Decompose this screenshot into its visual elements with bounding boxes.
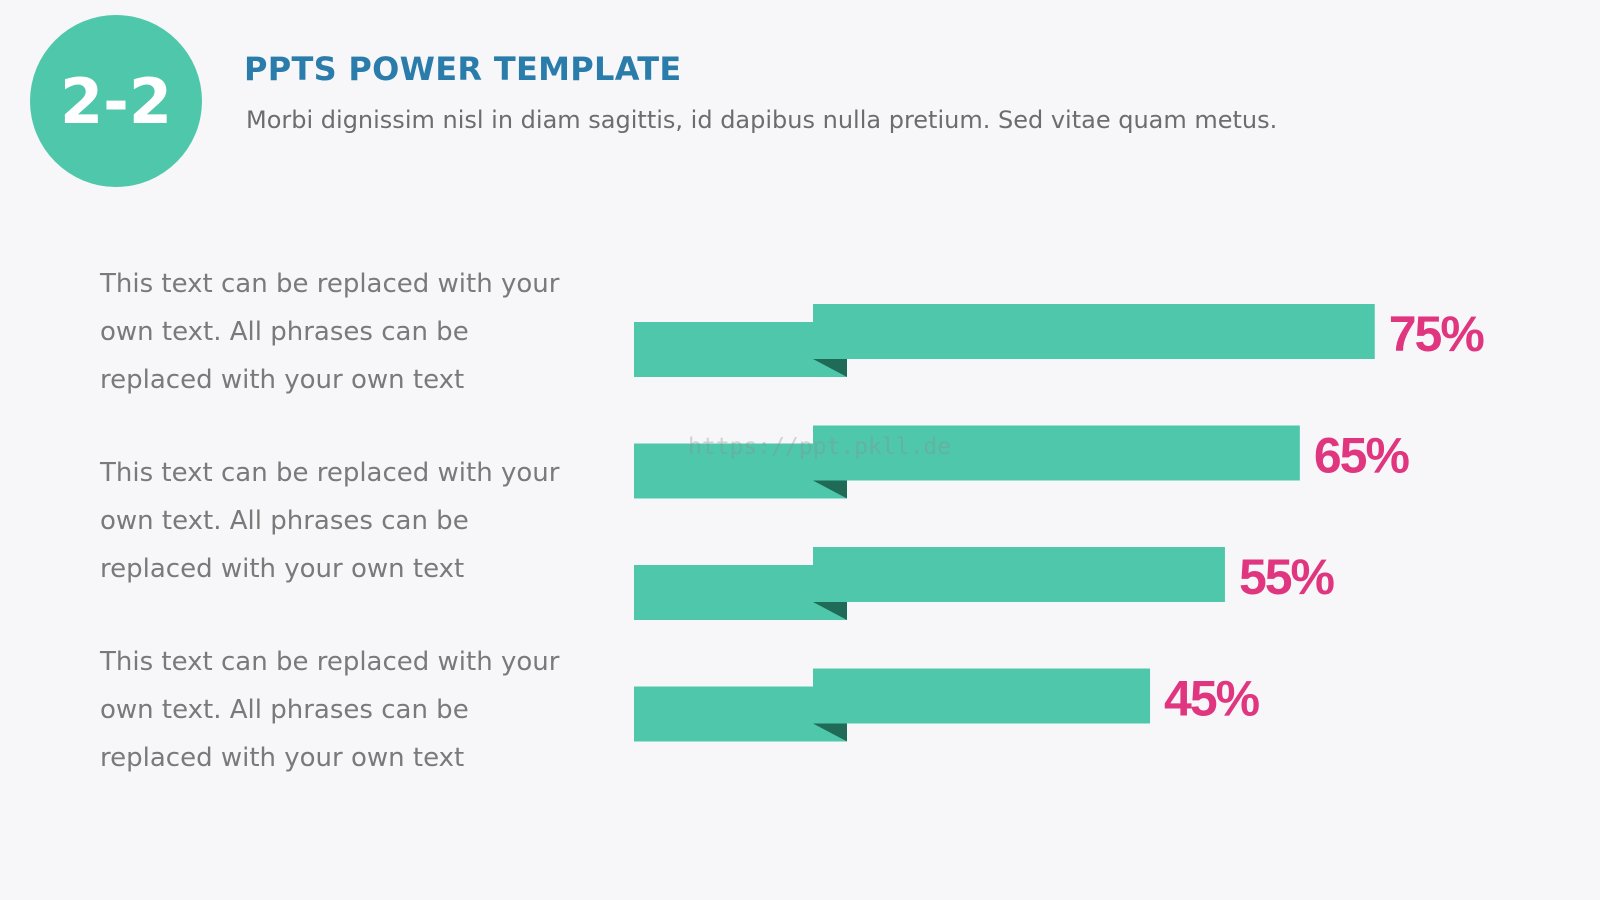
description-block-3: This text can be replaced with your own … — [100, 638, 570, 782]
bar-fold-shadow — [813, 480, 847, 499]
bar-value-label: 75% — [1389, 306, 1485, 362]
bar-fold-shadow — [813, 723, 847, 742]
bar-value-label: 65% — [1314, 428, 1410, 484]
description-block-1: This text can be replaced with your own … — [100, 260, 570, 404]
bar — [813, 304, 1375, 359]
description-line: This text can be replaced with your — [100, 458, 560, 488]
description-line: own text. All phrases can be — [100, 506, 469, 536]
slide-number-text: 2-2 — [59, 64, 172, 138]
bar-group: 75% — [634, 304, 1486, 377]
bar-back-segment — [634, 322, 847, 377]
bar-back-segment — [634, 565, 847, 620]
bar — [813, 668, 1151, 724]
bar-group: 65% — [634, 425, 1411, 499]
slide-title: PPTS POWER TEMPLATE — [244, 50, 682, 88]
bar — [813, 547, 1225, 602]
description-line: replaced with your own text — [100, 365, 465, 395]
bar-fold-shadow — [813, 602, 847, 620]
bar-back-segment — [634, 686, 847, 742]
description-line: This text can be replaced with your — [100, 269, 560, 299]
bar-group: 45% — [634, 668, 1262, 742]
bar-group: 55% — [634, 547, 1337, 620]
slide-number-badge: 2-2 — [30, 15, 202, 187]
description-line: replaced with your own text — [100, 743, 465, 773]
description-line: replaced with your own text — [100, 554, 465, 584]
description-line: This text can be replaced with your — [100, 647, 560, 677]
description-block-2: This text can be replaced with your own … — [100, 449, 570, 593]
slide-subtitle: Morbi dignissim nisl in diam sagittis, i… — [246, 106, 1278, 134]
bar-fold-shadow — [813, 359, 847, 377]
description-line: own text. All phrases can be — [100, 695, 469, 725]
bar-value-label: 55% — [1239, 549, 1335, 605]
bar-back-segment — [634, 443, 847, 499]
bar-value-label: 45% — [1164, 671, 1260, 727]
bar — [813, 425, 1300, 481]
description-line: own text. All phrases can be — [100, 317, 469, 347]
